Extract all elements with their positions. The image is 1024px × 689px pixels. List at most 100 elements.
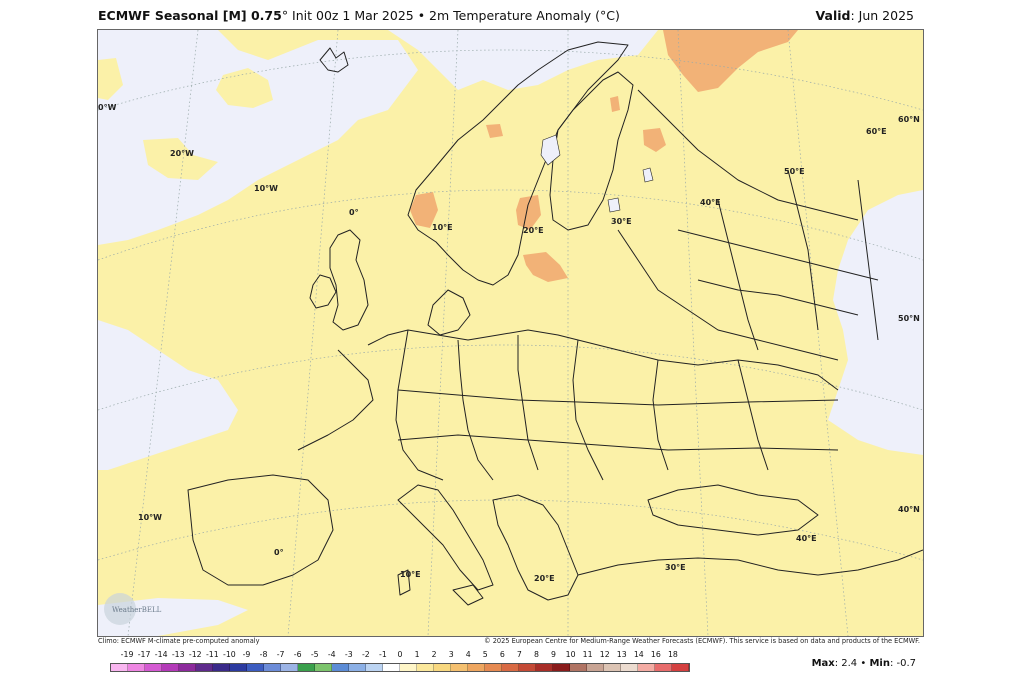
legend-swatch	[621, 664, 638, 671]
logo-globe-icon	[104, 593, 136, 625]
legend-label: 18	[667, 650, 678, 659]
legend-swatch	[349, 664, 366, 671]
graticule-line	[127, 30, 199, 636]
legend-label: -10	[223, 650, 236, 659]
credits: Climo: ECMWF M-climate pre-computed anom…	[98, 637, 920, 647]
northern-europe-coast	[367, 329, 839, 391]
border-line	[857, 179, 879, 341]
legend-label: -13	[171, 650, 185, 659]
max-value: : 2.4 •	[834, 658, 867, 669]
france-west-coast	[297, 349, 374, 451]
border-line	[697, 279, 859, 316]
balkans-coast	[492, 494, 579, 601]
legend-swatch	[502, 664, 519, 671]
legend-label: -8	[259, 650, 268, 659]
legend-label: -1	[379, 650, 387, 659]
legend-swatch	[213, 664, 230, 671]
header: ECMWF Seasonal [M] 0.75° Init 00z 1 Mar …	[98, 8, 914, 28]
scandinavia-coast	[407, 41, 629, 286]
legend-label: 14	[633, 650, 644, 659]
climo-credit: Climo: ECMWF M-climate pre-computed anom…	[98, 637, 260, 645]
legend-swatch	[485, 664, 502, 671]
map-panel[interactable]: 0°W 20°W 10°W 0° 10°E 20°E 30°E 40°E 50°…	[97, 29, 924, 637]
bay-neutral-region	[98, 320, 238, 470]
legend-label: 8	[533, 650, 539, 659]
britain-coast	[329, 229, 369, 331]
min-value: : -0.7	[889, 658, 916, 669]
legend-label: 11	[582, 650, 593, 659]
legend-label: 2	[431, 650, 437, 659]
graticule-line	[98, 189, 923, 261]
legend-label: 6	[499, 650, 505, 659]
legend-label: -6	[293, 650, 302, 659]
baltic-warm-region	[523, 252, 568, 282]
legend-swatch	[587, 664, 604, 671]
graticule-line	[677, 30, 709, 636]
legend-swatches	[110, 663, 690, 672]
lon-label: 10°E	[400, 570, 421, 579]
border-line	[397, 434, 839, 451]
color-legend: -19 -17 -14 -13 -12 -11 -10 -9 -8 -7 -6 -5 -4 -3 -2 -1 0…	[110, 650, 690, 682]
border-line	[572, 339, 604, 481]
legend-label: 9	[551, 650, 556, 659]
lon-label: 30°E	[611, 217, 632, 226]
legend-label: -3	[344, 650, 353, 659]
title-model: ECMWF Seasonal [M] 0.75	[98, 8, 282, 23]
legend-label: 4	[465, 650, 471, 659]
legend-swatch	[570, 664, 587, 671]
legend-label: 12	[599, 650, 610, 659]
legend-swatch	[468, 664, 485, 671]
border-line	[737, 359, 769, 471]
legend-swatch	[332, 664, 349, 671]
italy-coast	[397, 484, 494, 591]
greenland-patch	[98, 58, 123, 100]
legend-swatch	[383, 664, 400, 671]
border-line	[637, 89, 859, 221]
legend-swatch	[162, 664, 179, 671]
atlantic-neutral-region	[98, 30, 418, 245]
legend-label: -17	[137, 650, 151, 659]
anatolia-coast	[577, 549, 923, 576]
iceland-coast	[319, 47, 349, 73]
border-line	[517, 335, 539, 471]
weatherbell-logo: WeatherBELL	[104, 593, 162, 625]
legend-swatch	[230, 664, 247, 671]
lon-label: 0°	[274, 548, 284, 557]
legend-swatch	[519, 664, 536, 671]
border-line	[457, 339, 494, 481]
min-label: Min	[869, 658, 890, 669]
legend-swatch	[451, 664, 468, 671]
border-line	[677, 229, 879, 281]
valid-date: Valid: Jun 2025	[816, 8, 914, 23]
graticule	[98, 30, 923, 636]
legend-swatch	[196, 664, 213, 671]
legend-labels: -19 -17 -14 -13 -12 -11 -10 -9 -8 -7 -6 -5 -4 -3 -2 -1 0…	[110, 650, 690, 662]
lon-label: 20°W	[170, 149, 194, 158]
legend-swatch	[400, 664, 417, 671]
legend-label: -4	[327, 650, 336, 659]
lake	[607, 197, 621, 213]
kola-warm-region	[663, 30, 798, 92]
lon-label: 20°E	[534, 574, 555, 583]
legend-swatch	[247, 664, 264, 671]
coordinate-labels: 0°W 20°W 10°W 0° 10°E 20°E 30°E 40°E 50°…	[98, 103, 920, 583]
valid-value: : Jun 2025	[850, 8, 914, 23]
legend-swatch	[672, 664, 689, 671]
valid-label: Valid	[815, 8, 851, 23]
russia-warm-region	[643, 128, 666, 152]
border-line	[652, 359, 669, 471]
lon-label: 30°E	[665, 563, 686, 572]
legend-swatch	[111, 664, 128, 671]
border-line	[397, 389, 839, 406]
finland-border	[549, 71, 634, 231]
border-line	[717, 199, 759, 351]
graticule-line	[98, 499, 923, 561]
legend-swatch	[179, 664, 196, 671]
europe-map[interactable]: 0°W 20°W 10°W 0° 10°E 20°E 30°E 40°E 50°…	[98, 30, 923, 636]
lon-label: 20°E	[523, 226, 544, 235]
legend-label: -12	[188, 650, 202, 659]
legend-swatch	[417, 664, 434, 671]
legend-label: 1	[414, 650, 420, 659]
lat-label: 40°N	[898, 505, 920, 514]
legend-label: 16	[650, 650, 661, 659]
